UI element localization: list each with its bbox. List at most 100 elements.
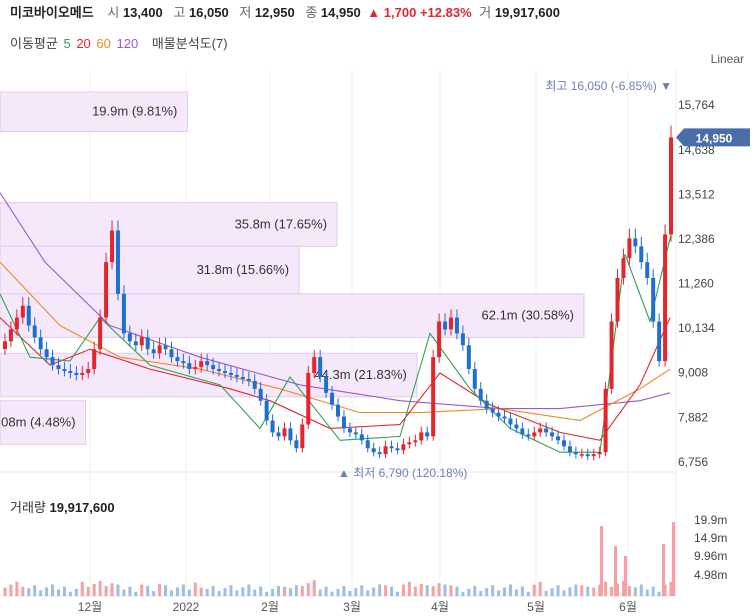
candle-body bbox=[300, 424, 305, 449]
candle-body bbox=[98, 317, 103, 350]
high-annotation: 최고 16,050 (-6.85%) ▼ bbox=[545, 79, 672, 93]
candle-body bbox=[145, 337, 150, 350]
volume-bar bbox=[164, 585, 168, 596]
volume-bar bbox=[425, 585, 429, 596]
candle-body bbox=[401, 444, 406, 451]
candle-body bbox=[347, 428, 352, 433]
volume-bar bbox=[621, 580, 625, 596]
volume-bar bbox=[110, 583, 114, 596]
open-value: 13,400 bbox=[122, 5, 163, 20]
candle-body bbox=[657, 321, 662, 362]
candle-body bbox=[585, 454, 590, 457]
candle-body bbox=[633, 238, 638, 247]
candle-body bbox=[234, 374, 239, 377]
profile-label: 9.08m (4.48%) bbox=[0, 415, 76, 430]
volume-bar bbox=[568, 587, 572, 596]
candle-body bbox=[62, 369, 67, 372]
candle-body bbox=[246, 378, 251, 381]
volume-bar bbox=[413, 586, 417, 596]
candle-body bbox=[133, 341, 138, 346]
scale-toggle[interactable]: Linear bbox=[710, 52, 744, 66]
candle-body bbox=[139, 337, 144, 346]
candle-body bbox=[365, 440, 370, 449]
candle-body bbox=[472, 369, 477, 389]
volume-bar bbox=[235, 590, 239, 596]
volume-bar bbox=[282, 586, 286, 596]
volume-bar bbox=[497, 590, 501, 596]
volume-bar bbox=[624, 556, 627, 596]
volume-bar bbox=[193, 582, 197, 596]
volume-bar bbox=[550, 588, 554, 596]
ma-line-120 bbox=[0, 192, 671, 410]
volume-bar bbox=[586, 586, 590, 596]
volume-bar bbox=[669, 581, 673, 596]
candle-body bbox=[502, 416, 507, 419]
candle-body bbox=[157, 345, 162, 354]
volume-bar bbox=[134, 591, 138, 596]
candle-body bbox=[419, 432, 424, 441]
volume-value: 19,917,600 bbox=[494, 5, 560, 20]
volume-bar bbox=[485, 588, 489, 596]
candle-body bbox=[169, 349, 174, 358]
volume-bar bbox=[366, 590, 370, 596]
volume-bar bbox=[211, 585, 215, 596]
x-tick-label: 12월 bbox=[78, 600, 102, 614]
volume-bar bbox=[437, 583, 441, 596]
volume-bar bbox=[277, 585, 281, 596]
volume-tick-label: 19.9m bbox=[694, 513, 727, 527]
volume-bar bbox=[229, 585, 233, 596]
candle-body bbox=[591, 454, 596, 457]
volume-bar bbox=[395, 591, 399, 596]
volume-bar bbox=[187, 589, 191, 596]
volume-bar bbox=[467, 588, 471, 596]
volume-bar bbox=[181, 584, 185, 596]
volume-bar bbox=[384, 585, 388, 596]
volume-bar bbox=[651, 586, 655, 596]
ma-legend[interactable]: 이동평균 5 20 60 120 매물분석도(7) bbox=[10, 33, 230, 52]
volume-bar bbox=[294, 585, 298, 596]
candle-body bbox=[425, 432, 430, 437]
candle-body bbox=[228, 373, 233, 375]
candle-body bbox=[466, 345, 471, 370]
x-tick-label: 5월 bbox=[527, 600, 545, 614]
change-value: 1,700 bbox=[383, 5, 417, 20]
volume-panel-label: 거래량 19,917,600 bbox=[10, 497, 115, 516]
volume-bar bbox=[598, 584, 602, 596]
volume-panel-value: 19,917,600 bbox=[49, 500, 115, 515]
volume-bar bbox=[199, 587, 203, 596]
volume-bar bbox=[330, 591, 334, 596]
profile-label: 35.8m (17.65%) bbox=[235, 217, 328, 232]
volume-bar bbox=[449, 585, 453, 596]
candle-body bbox=[240, 376, 245, 379]
volume-bar bbox=[169, 590, 173, 596]
candle-body bbox=[478, 388, 483, 401]
candle-body bbox=[223, 371, 228, 374]
profile-label: 62.1m (30.58%) bbox=[482, 308, 575, 323]
volume-bar bbox=[175, 587, 179, 596]
volume-bar bbox=[503, 587, 507, 596]
candle-body bbox=[8, 329, 13, 342]
volume-bar bbox=[27, 588, 31, 596]
stock-name: 미코바이오메드 bbox=[10, 5, 94, 20]
volume-bar bbox=[514, 589, 518, 596]
candle-body bbox=[74, 373, 79, 375]
candle-body bbox=[56, 365, 61, 370]
profile-bar bbox=[0, 352, 418, 398]
volume-bar bbox=[241, 587, 245, 596]
candle-body bbox=[92, 349, 97, 370]
volume-bar bbox=[21, 586, 25, 596]
volume-bar bbox=[9, 584, 13, 596]
volume-bar bbox=[461, 591, 465, 596]
candle-body bbox=[353, 432, 358, 435]
low-annotation: ▲ 최저 6,790 (120.18%) bbox=[338, 466, 467, 480]
candle-body bbox=[294, 440, 299, 449]
y-tick-label: 13,512 bbox=[678, 187, 715, 201]
profile-bar bbox=[0, 245, 300, 295]
candle-body bbox=[383, 446, 388, 455]
candle-body bbox=[621, 258, 626, 278]
candle-body bbox=[437, 321, 442, 358]
candle-body bbox=[187, 363, 192, 370]
y-tick-label: 10,134 bbox=[678, 321, 715, 335]
candle-body bbox=[86, 369, 91, 374]
